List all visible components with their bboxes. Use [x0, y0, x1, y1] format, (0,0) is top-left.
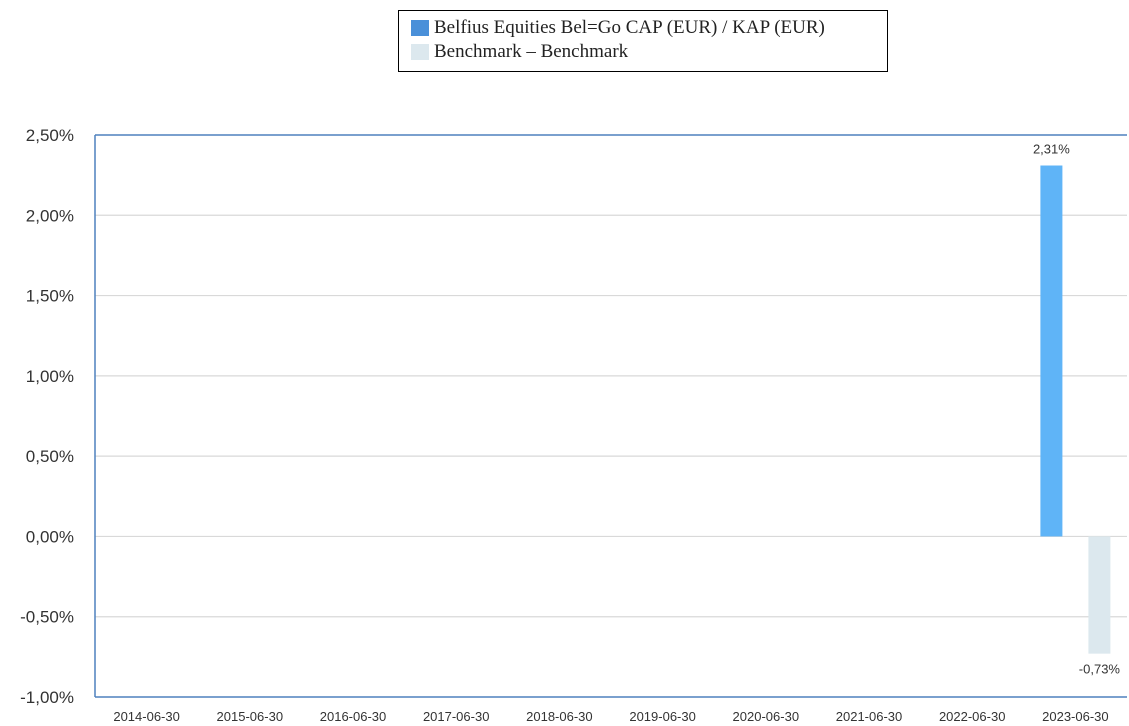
y-tick-label: 0,00%: [26, 527, 74, 546]
y-tick-label: 0,50%: [26, 447, 74, 466]
legend-swatch-benchmark: [411, 44, 429, 60]
y-tick-label: 2,00%: [26, 206, 74, 225]
y-tick-label: -1,00%: [20, 688, 74, 707]
x-tick-label: 2020-06-30: [733, 709, 800, 724]
y-tick-label: 1,50%: [26, 287, 74, 306]
bar-fund: [1040, 165, 1063, 537]
x-tick-label: 2016-06-30: [320, 709, 387, 724]
x-tick-label: 2023-06-30: [1042, 709, 1109, 724]
x-tick-label: 2022-06-30: [939, 709, 1006, 724]
y-tick-label: -0,50%: [20, 608, 74, 627]
bar-benchmark: [1088, 536, 1111, 654]
legend-item-benchmark: Benchmark – Benchmark: [411, 40, 887, 64]
legend-swatch-fund: [411, 20, 429, 36]
x-tick-label: 2021-06-30: [836, 709, 903, 724]
chart-legend: Belfius Equities Bel=Go CAP (EUR) / KAP …: [398, 10, 888, 72]
y-tick-label: 1,00%: [26, 367, 74, 386]
legend-label-fund: Belfius Equities Bel=Go CAP (EUR) / KAP …: [434, 17, 825, 38]
data-label-benchmark: -0,73%: [1079, 662, 1121, 677]
legend-item-fund: Belfius Equities Bel=Go CAP (EUR) / KAP …: [411, 16, 887, 40]
x-tick-label: 2015-06-30: [217, 709, 284, 724]
data-label-fund: 2,31%: [1033, 142, 1070, 157]
x-tick-label: 2019-06-30: [629, 709, 696, 724]
x-tick-label: 2017-06-30: [423, 709, 490, 724]
x-tick-label: 2018-06-30: [526, 709, 593, 724]
y-tick-label: 2,50%: [26, 126, 74, 145]
legend-label-benchmark: Benchmark – Benchmark: [434, 41, 629, 62]
x-tick-label: 2014-06-30: [113, 709, 180, 724]
